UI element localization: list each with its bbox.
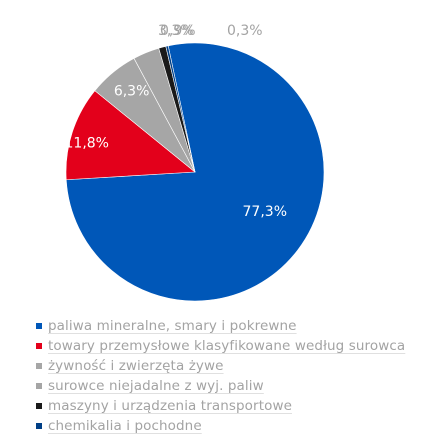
slice-label-4: 3,3%	[158, 23, 194, 39]
slice-label-3: 6,3%	[114, 83, 150, 99]
legend-label: maszyny i urządzenia transportowe	[48, 398, 292, 414]
legend-label: paliwa mineralne, smary i pokrewne	[48, 318, 297, 334]
legend-swatch	[36, 423, 42, 429]
legend-item-3: żywność i zwierzęta żywe	[36, 356, 405, 376]
legend-label: surowce niejadalne z wyj. paliw	[48, 378, 264, 394]
legend-swatch	[36, 383, 42, 389]
legend-item-4: surowce niejadalne z wyj. paliw	[36, 376, 405, 396]
slice-label-2: 11,8%	[65, 135, 109, 151]
pie-slice-2	[65, 90, 196, 181]
legend-label: chemikalia i pochodne	[48, 418, 202, 434]
slice-label-5: 0,9%	[160, 23, 196, 39]
legend-swatch	[36, 343, 42, 349]
legend-label: żywność i zwierzęta żywe	[48, 358, 224, 374]
legend-swatch	[36, 403, 42, 409]
pie-slice-6	[165, 45, 196, 173]
legend-label: towary przemysłowe klasyfikowane według …	[48, 338, 406, 354]
slice-label-6: 0,3%	[227, 23, 263, 39]
legend-swatch	[36, 363, 42, 369]
legend-item-6: chemikalia i pochodne	[36, 416, 405, 436]
legend-item-5: maszyny i urządzenia transportowe	[36, 396, 405, 416]
legend-item-2: towary przemysłowe klasyfikowane według …	[36, 336, 405, 356]
legend-item-1: paliwa mineralne, smary i pokrewne	[36, 316, 405, 336]
legend: paliwa mineralne, smary i pokrewne towary…	[36, 316, 405, 436]
legend-swatch	[36, 323, 42, 329]
slice-label-1: 77,3%	[243, 204, 287, 220]
